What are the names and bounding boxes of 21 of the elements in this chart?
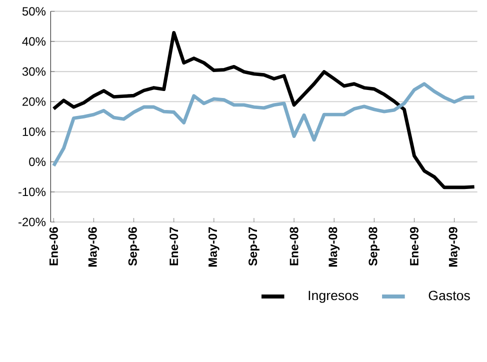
y-tick-label: 10% <box>22 127 46 136</box>
legend-label: Ingresos <box>308 290 358 303</box>
x-tick-label: May-07 <box>208 227 220 267</box>
x-tick-label: May-06 <box>88 227 100 267</box>
x-tick-label: Ene-08 <box>290 227 298 266</box>
y-tick-label: 20% <box>22 97 46 106</box>
y-tick-label: -20% <box>18 218 46 226</box>
x-tick-label: Sep-07 <box>248 227 260 266</box>
x-tick-label: Sep-08 <box>368 227 380 266</box>
x-tick-label: Ene-06 <box>49 227 58 266</box>
y-tick-label: 30% <box>22 67 46 76</box>
x-tick-label: Sep-06 <box>128 227 140 266</box>
x-tick-label: Ene-07 <box>170 227 178 266</box>
x-tick-label: May-08 <box>328 227 340 267</box>
y-tick-label: -10% <box>18 188 46 196</box>
y-tick-label: 50% <box>22 7 46 16</box>
x-tick-label: Ene-09 <box>410 227 418 266</box>
legend-label: Gastos <box>428 290 470 300</box>
x-tick-label: May-09 <box>448 227 460 267</box>
y-tick-label: 40% <box>22 37 46 46</box>
y-tick-label: 0% <box>29 158 46 166</box>
